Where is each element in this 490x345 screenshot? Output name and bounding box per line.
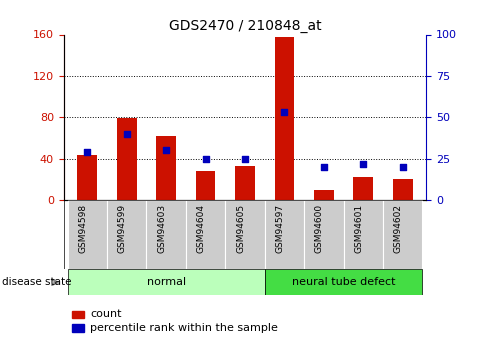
- Bar: [156, 136, 176, 200]
- Bar: [117, 118, 137, 200]
- Point: [280, 110, 288, 115]
- Text: GSM94604: GSM94604: [196, 204, 206, 253]
- Text: GDS2470 / 210848_at: GDS2470 / 210848_at: [169, 19, 321, 33]
- Bar: [68, 269, 265, 295]
- Text: count: count: [91, 309, 122, 319]
- Bar: [393, 179, 413, 200]
- Bar: [72, 310, 84, 318]
- Bar: [225, 200, 265, 269]
- Point: [123, 131, 131, 137]
- Point: [320, 164, 328, 170]
- Bar: [343, 200, 383, 269]
- Point: [241, 156, 249, 161]
- Text: GSM94602: GSM94602: [393, 204, 403, 253]
- Text: GSM94599: GSM94599: [118, 204, 127, 253]
- Bar: [68, 200, 107, 269]
- Bar: [107, 200, 147, 269]
- Bar: [186, 200, 225, 269]
- Bar: [314, 190, 334, 200]
- Point: [399, 164, 407, 170]
- Text: GSM94597: GSM94597: [275, 204, 284, 253]
- Bar: [72, 324, 84, 332]
- Bar: [265, 200, 304, 269]
- Point: [83, 149, 91, 155]
- Text: disease state: disease state: [2, 277, 72, 287]
- Text: normal: normal: [147, 277, 186, 287]
- Point: [359, 161, 367, 166]
- Bar: [383, 200, 422, 269]
- Bar: [353, 177, 373, 200]
- Text: GSM94601: GSM94601: [354, 204, 363, 253]
- Bar: [235, 166, 255, 200]
- Bar: [304, 200, 343, 269]
- Text: GSM94605: GSM94605: [236, 204, 245, 253]
- Text: GSM94603: GSM94603: [157, 204, 166, 253]
- Text: percentile rank within the sample: percentile rank within the sample: [91, 323, 278, 333]
- Text: GSM94600: GSM94600: [315, 204, 324, 253]
- Bar: [77, 155, 97, 200]
- Bar: [274, 37, 294, 200]
- Text: GSM94598: GSM94598: [78, 204, 87, 253]
- Text: neural tube defect: neural tube defect: [292, 277, 395, 287]
- Bar: [196, 171, 216, 200]
- Point: [202, 156, 210, 161]
- Bar: [265, 269, 422, 295]
- Point: [162, 148, 170, 153]
- Bar: [147, 200, 186, 269]
